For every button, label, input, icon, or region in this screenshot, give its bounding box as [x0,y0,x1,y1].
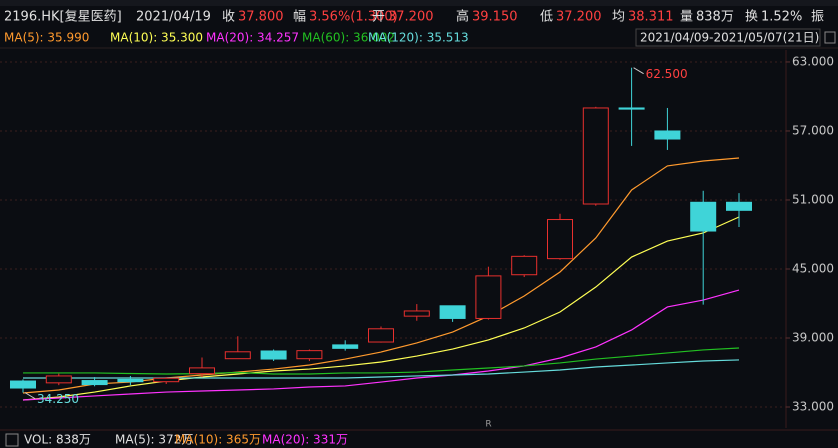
info-label: 开 [372,10,385,25]
range-toggle[interactable] [824,31,836,44]
candle-body [368,328,394,343]
legend-entry: MA(10): 35.300 [110,31,203,45]
candle-body [10,380,36,389]
info-value: 37.200 [556,10,602,25]
info-label: 振 [811,10,824,25]
info-value: 38.311 [628,10,674,25]
candle-body [189,367,215,375]
info-value: 838万 [696,10,734,25]
ma-line [23,359,740,379]
info-value: 37.200 [388,10,434,25]
volume-legend: MA(20): 331万 [262,433,348,447]
volume-legend: MA(5): 372万 [115,433,193,447]
candle-body [582,107,609,205]
y-tick-label: 57.000 [792,123,834,137]
volume-legend: MA(10): 365万 [175,433,261,447]
candle-body [547,219,573,260]
candle-body [224,351,251,360]
candle-body [117,378,144,383]
y-tick-label: 51.000 [792,192,834,206]
candle-body [45,375,72,384]
info-label: 高 [456,9,469,25]
ma-line [22,289,740,401]
info-label: 量 [680,10,693,25]
candle-body [618,107,645,110]
info-label: 幅 [293,10,306,25]
candle-body [439,305,466,319]
candle-body [296,350,323,360]
candle-body [81,380,108,386]
y-tick-label: 39.000 [792,330,834,344]
legend-entry: MA(5): 35.990 [4,31,89,45]
volume-toggle [5,433,19,447]
candle-body [511,255,538,276]
candle-body [403,310,430,317]
candle-body [654,130,681,140]
legend-entry: MA(60): 36.002 [302,31,395,45]
candle-body [153,377,180,383]
range-box [635,28,821,47]
candle-body [475,275,502,319]
chart-title: 2196.HK[复星医药] [4,10,122,25]
candle-body [726,201,752,211]
y-tick-label: 45.000 [792,261,834,275]
candle-body [260,350,287,360]
info-label: 低 [540,10,553,25]
info-label: 换 [745,10,758,25]
volume-legend: VOL: 838万 [24,433,91,447]
info-value: 37.800 [238,10,284,25]
legend-entry: MA(120): 35.513 [368,31,469,45]
ma-line [23,347,740,375]
annotation-arrow [24,392,36,400]
info-value: 1.52% [761,10,802,25]
range-label: 2021/04/09-2021/05/07(21日) [640,31,819,45]
info-value: 3.56%(1.300) [309,10,398,25]
info-value: 39.150 [472,10,518,25]
candle-body [690,201,717,232]
legend-entry: MA(20): 34.257 [206,31,299,45]
y-tick-label: 33.000 [792,400,834,414]
candle-body [332,344,359,349]
y-tick-label: 63.000 [792,54,834,68]
annotation-arrow [633,67,644,75]
ma-line [22,216,740,401]
info-label: 收 [222,10,235,25]
top-tabs [0,0,838,6]
annotation-label: 34.250 [37,392,79,406]
info-label: 均 [612,10,625,25]
marker: R [485,420,491,430]
annotation-label: 62.500 [646,67,688,81]
date: 2021/04/19 [136,10,211,25]
